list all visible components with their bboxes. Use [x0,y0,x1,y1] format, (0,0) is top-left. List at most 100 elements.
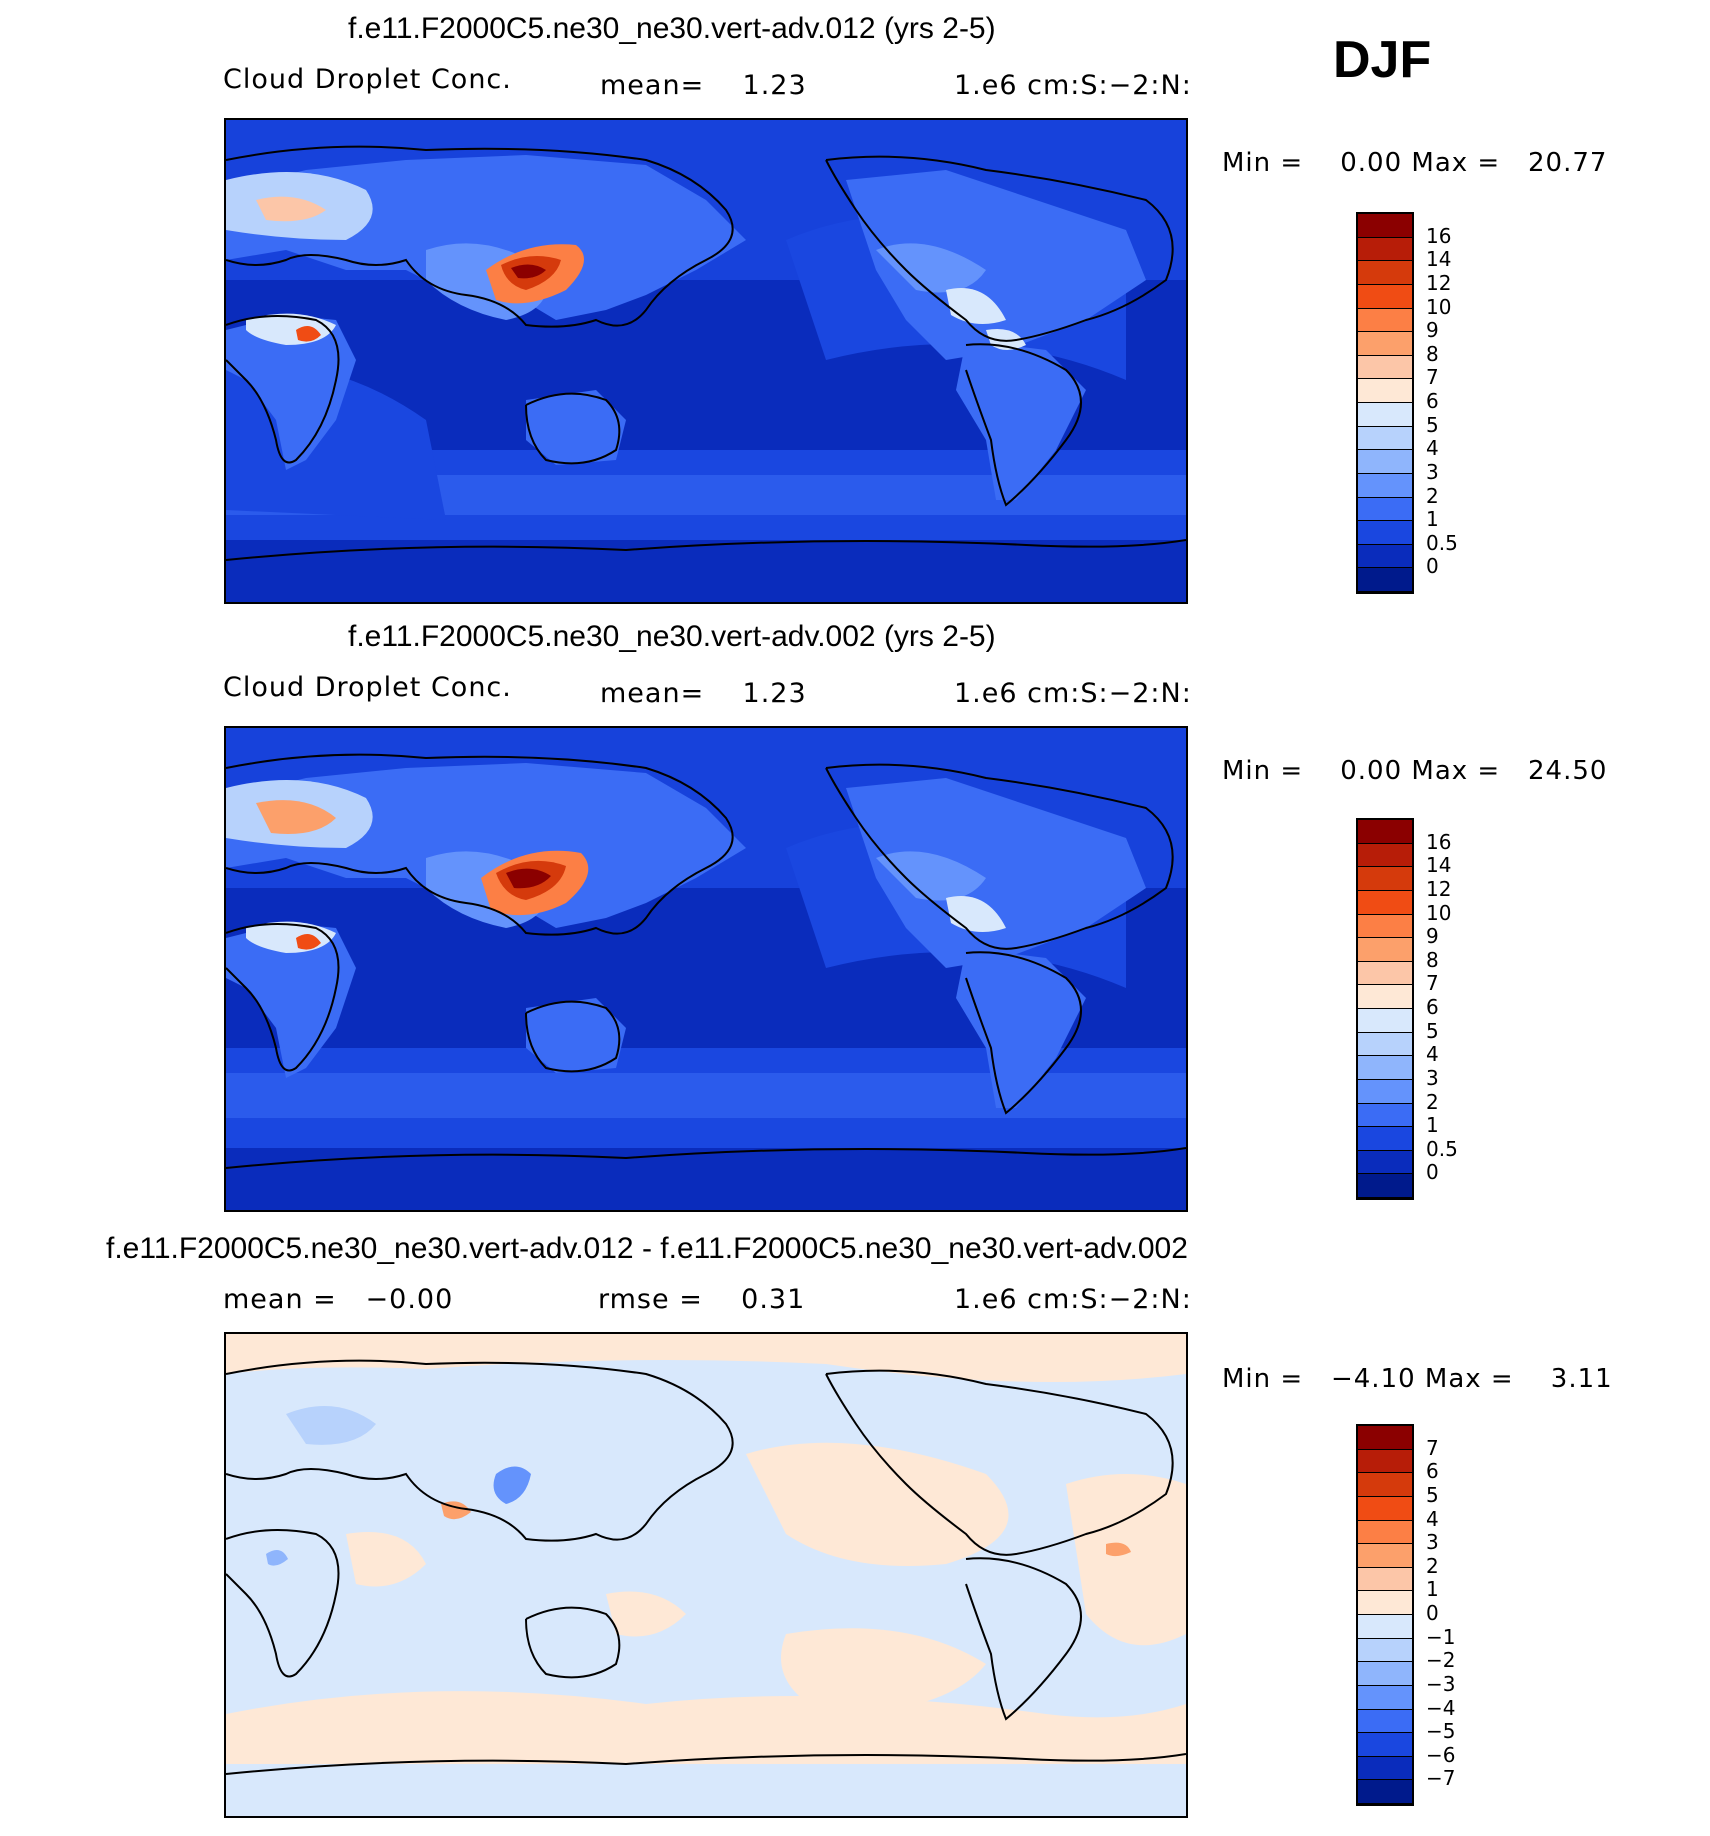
colorbar-segment [1358,985,1412,1009]
panel-2-colorbar [1356,818,1414,1200]
colorbar-segment [1358,820,1412,844]
colorbar-tick-label: 1 [1426,1113,1439,1138]
colorbar-tick-label: −7 [1426,1766,1456,1791]
colorbar-tick-label: 8 [1426,947,1439,972]
colorbar-segment [1358,1056,1412,1080]
colorbar-tick-label: −4 [1426,1695,1456,1720]
colorbar-tick-label: 2 [1426,1089,1439,1114]
colorbar-tick-label: 1 [1426,507,1439,532]
colorbar-tick-label: 7 [1426,971,1439,996]
colorbar-segment [1358,544,1412,569]
colorbar-segment [1358,214,1412,238]
colorbar-segment [1358,426,1412,451]
colorbar-segment [1358,914,1412,939]
panel-1-map-canvas [226,120,1186,602]
panel-2-title: f.e11.F2000C5.ne30_ne30.vert-adv.002 (yr… [348,620,996,653]
panel-1-units-label: 1.e6 cm:S:−2:N: [954,70,1192,101]
colorbar-segment [1358,1449,1412,1474]
colorbar-tick-label: 6 [1426,995,1439,1019]
colorbar-tick-label: 14 [1426,247,1452,272]
colorbar-segment [1358,1520,1412,1545]
panel-2-units-label: 1.e6 cm:S:−2:N: [954,678,1192,709]
panel-2-map-canvas [226,728,1186,1210]
panel-3-map-canvas [226,1334,1186,1816]
colorbar-segment [1358,1662,1412,1686]
colorbar-segment [1358,379,1412,403]
colorbar-segment [1358,1032,1412,1057]
panel-3-rmse-label: rmse = 0.31 [598,1284,806,1315]
colorbar-segment [1358,284,1412,309]
colorbar-segment [1358,308,1412,333]
colorbar-segment [1358,568,1412,592]
colorbar-tick-label: 16 [1426,223,1452,248]
colorbar-segment [1358,1591,1412,1615]
colorbar-segment [1358,1685,1412,1710]
panel-3-title: f.e11.F2000C5.ne30_ne30.vert-adv.012 - f… [106,1232,1188,1265]
panel-2-variable-label: Cloud Droplet Conc. [223,672,512,703]
colorbar-tick-label: 3 [1426,1530,1439,1555]
colorbar-tick-label: 8 [1426,341,1439,366]
colorbar-segment [1358,1174,1412,1198]
colorbar-tick-label: 2 [1426,1553,1439,1578]
colorbar-tick-label: 0.5 [1426,1136,1458,1161]
colorbar-segment [1358,1544,1412,1568]
colorbar-segment [1358,843,1412,868]
panel-3-mean-label: mean = −0.00 [223,1284,454,1315]
colorbar-segment [1358,1103,1412,1128]
colorbar-segment [1358,867,1412,891]
panel-1-mean-label: mean= 1.23 [600,70,807,101]
colorbar-segment [1358,1009,1412,1033]
colorbar-segment [1358,237,1412,262]
colorbar-segment [1358,1473,1412,1497]
colorbar-tick-label: 0 [1426,1160,1439,1185]
colorbar-tick-label: 0.5 [1426,530,1458,555]
colorbar-tick-label: 5 [1426,1018,1439,1043]
colorbar-segment [1358,961,1412,986]
colorbar-segment [1358,497,1412,522]
colorbar-segment [1358,521,1412,545]
colorbar-segment [1358,1733,1412,1757]
colorbar-segment [1358,1150,1412,1175]
colorbar-segment [1358,1127,1412,1151]
colorbar-segment [1358,261,1412,285]
colorbar-tick-label: 7 [1426,1435,1439,1460]
panel-3-units-label: 1.e6 cm:S:−2:N: [954,1284,1192,1315]
colorbar-tick-label: 10 [1426,900,1452,925]
colorbar-tick-label: 3 [1426,459,1439,484]
colorbar-segment [1358,332,1412,356]
colorbar-tick-label: 1 [1426,1577,1439,1602]
colorbar-tick-label: 4 [1426,1042,1439,1067]
colorbar-tick-label: 5 [1426,412,1439,437]
panel-1-min-max: Min = 0.00 Max = 20.77 [1222,148,1608,178]
colorbar-tick-label: 9 [1426,318,1439,343]
panel-3-colorbar [1356,1424,1414,1806]
colorbar-tick-label: 6 [1426,389,1439,413]
colorbar-tick-label: −2 [1426,1648,1456,1673]
panel-2-map [224,726,1188,1212]
colorbar-segment [1358,1079,1412,1104]
panel-2-mean-label: mean= 1.23 [600,678,807,709]
colorbar-segment [1358,1709,1412,1734]
colorbar-segment [1358,355,1412,380]
colorbar-tick-label: 5 [1426,1482,1439,1507]
colorbar-tick-label: 0 [1426,554,1439,579]
colorbar-tick-label: 14 [1426,853,1452,878]
colorbar-tick-label: −3 [1426,1671,1456,1696]
colorbar-tick-label: 12 [1426,270,1452,295]
panel-3-min-max: Min = −4.10 Max = 3.11 [1222,1364,1613,1394]
panel-3-map [224,1332,1188,1818]
colorbar-segment [1358,473,1412,498]
colorbar-tick-label: 6 [1426,1459,1439,1484]
colorbar-tick-label: −5 [1426,1719,1456,1744]
colorbar-segment [1358,403,1412,427]
colorbar-tick-label: 3 [1426,1065,1439,1090]
colorbar-segment [1358,938,1412,962]
panel-1-variable-label: Cloud Droplet Conc. [223,64,512,95]
colorbar-segment [1358,1780,1412,1804]
colorbar-segment [1358,450,1412,474]
panel-1-colorbar [1356,212,1414,594]
colorbar-tick-label: 16 [1426,829,1452,854]
colorbar-segment [1358,890,1412,915]
panel-2-min-max: Min = 0.00 Max = 24.50 [1222,756,1608,786]
colorbar-segment [1358,1638,1412,1663]
